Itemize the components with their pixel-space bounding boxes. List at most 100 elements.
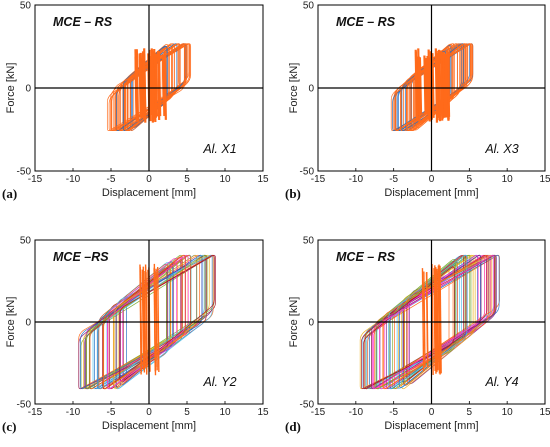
alignment-label: Al. Y2 — [202, 375, 236, 389]
loop-band-line — [444, 53, 448, 118]
hysteresis-loop — [103, 254, 186, 390]
hysteresis-loop — [388, 254, 468, 390]
y-tick-label: 50 — [20, 236, 32, 247]
loop-band-line — [155, 272, 158, 368]
y-tick-label: -50 — [17, 400, 32, 411]
case-label: MCE – RS — [336, 250, 396, 264]
x-tick-label: 0 — [429, 407, 435, 418]
x-axis-label: Displacement [mm] — [102, 187, 196, 199]
x-tick-label: 0 — [146, 174, 152, 185]
hysteresis-loops — [390, 43, 474, 131]
x-tick-label: 0 — [429, 174, 435, 185]
loop-band-line — [153, 263, 157, 376]
loop-band-line — [148, 49, 152, 122]
loop-band-line — [439, 265, 442, 374]
hysteresis-loop — [96, 261, 173, 390]
x-tick-label: -5 — [389, 174, 398, 185]
loop-band-line — [431, 53, 435, 118]
loop-band-line — [423, 55, 427, 116]
x-axis-label: Displacement [mm] — [384, 187, 478, 199]
y-tick-label: 50 — [20, 1, 32, 12]
loop-band-line — [434, 265, 437, 374]
loop-band-line — [442, 53, 446, 118]
panel-label: (b) — [285, 186, 301, 201]
hysteresis-loops — [359, 254, 500, 390]
loop-band-line — [162, 54, 166, 117]
loop-band-line — [163, 51, 167, 120]
x-tick-label: 0 — [146, 407, 152, 418]
hysteresis-loop — [386, 254, 482, 390]
x-tick-label: -5 — [107, 174, 116, 185]
loop-band-line — [144, 264, 148, 375]
y-tick-label: -50 — [300, 400, 315, 411]
loop-band-line — [141, 269, 145, 370]
panel-label: (a) — [2, 186, 17, 201]
hysteresis-loop — [383, 265, 454, 390]
loop-band-line — [154, 54, 159, 117]
y-tick-label: 0 — [308, 318, 314, 329]
x-tick-label: -10 — [66, 174, 81, 185]
loop-band-line — [446, 54, 451, 117]
hysteresis-loop — [119, 254, 215, 381]
loop-band-line — [436, 268, 439, 371]
hysteresis-loop — [376, 260, 456, 390]
x-tick-label: -15 — [311, 174, 326, 185]
hysteresis-loop — [112, 43, 186, 131]
hysteresis-loop — [78, 267, 169, 390]
loop-band-line — [139, 269, 143, 370]
x-tick-label: -15 — [28, 407, 43, 418]
y-tick-label: 50 — [303, 1, 315, 12]
loop-band-line — [435, 55, 439, 116]
x-tick-label: 15 — [539, 407, 550, 418]
x-tick-label: 5 — [467, 174, 473, 185]
case-label: MCE – RS — [53, 15, 113, 29]
y-tick-label: 0 — [308, 84, 314, 95]
x-tick-label: 10 — [502, 174, 514, 185]
hysteresis-loop — [400, 43, 463, 131]
x-tick-label: 15 — [257, 174, 269, 185]
x-tick-label: 5 — [467, 407, 473, 418]
x-axis-label: Displacement [mm] — [102, 420, 196, 432]
case-label: MCE –RS — [53, 250, 109, 264]
loop-band-line — [435, 266, 438, 373]
x-tick-label: -5 — [389, 407, 398, 418]
y-axis-label: Force [kN] — [288, 297, 300, 348]
hysteresis-loop — [406, 43, 472, 131]
loop-band-line — [425, 272, 429, 367]
hysteresis-loop — [400, 43, 458, 131]
x-tick-label: 10 — [502, 407, 514, 418]
x-tick-label: -5 — [107, 407, 116, 418]
hysteresis-loop — [118, 43, 189, 131]
x-tick-label: 5 — [184, 407, 190, 418]
loop-band-line — [143, 48, 147, 123]
y-tick-label: -50 — [17, 167, 32, 178]
loop-band-line — [433, 268, 436, 372]
loop-band-line — [439, 50, 444, 121]
loop-band-line — [156, 51, 161, 120]
hysteresis-loop — [395, 43, 474, 131]
x-tick-label: 5 — [184, 174, 190, 185]
loop-band-line — [142, 266, 146, 373]
y-tick-label: 0 — [25, 318, 31, 329]
alignment-label: Al. X3 — [484, 142, 518, 156]
loop-band-line — [431, 264, 434, 376]
y-tick-label: 0 — [25, 84, 31, 95]
loop-band-line — [437, 57, 442, 114]
loop-band-line — [150, 48, 154, 123]
x-tick-label: -10 — [349, 407, 364, 418]
panel-label: (d) — [285, 419, 301, 434]
hysteresis-loop — [371, 254, 497, 390]
loop-band-line — [418, 57, 423, 114]
alignment-label: Al. X1 — [202, 142, 236, 156]
y-axis-label: Force [kN] — [288, 63, 300, 114]
x-tick-label: -15 — [28, 174, 43, 185]
x-tick-label: 10 — [219, 174, 231, 185]
y-tick-label: -50 — [300, 167, 315, 178]
y-axis-label: Force [kN] — [5, 63, 17, 114]
x-tick-label: -10 — [66, 407, 81, 418]
loop-band-line — [156, 267, 160, 373]
